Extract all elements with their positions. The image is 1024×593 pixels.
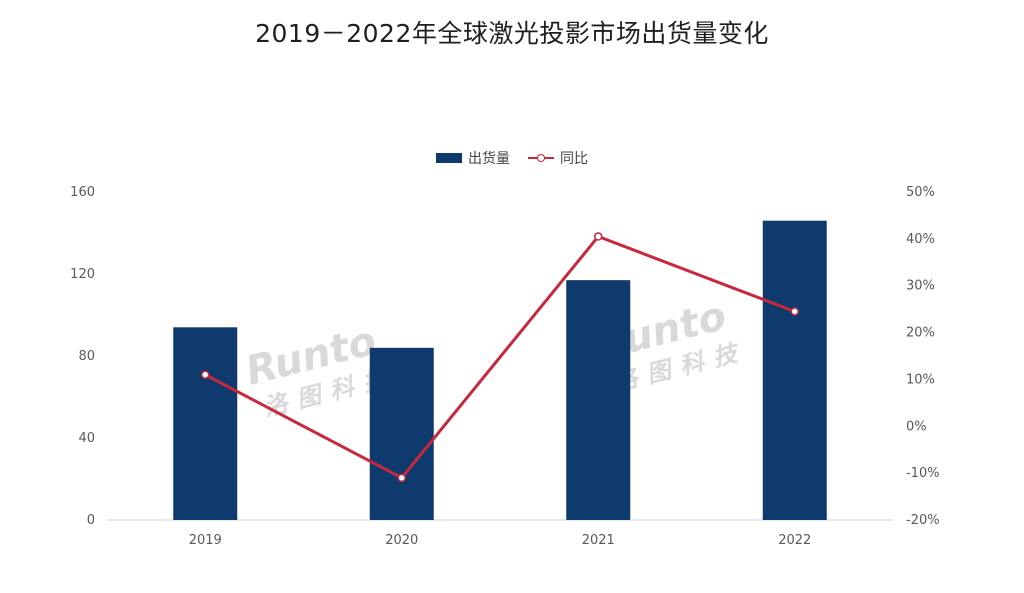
x-tick-label: 2022 [778, 533, 811, 548]
y-left-tick-label: 80 [78, 349, 95, 364]
y-left-tick-label: 160 [70, 185, 95, 200]
yoy-line-path [204, 234, 796, 480]
x-tick-label: 2021 [582, 533, 615, 548]
y-right-tick-label: 20% [906, 326, 935, 341]
y-right-tick-label: -20% [906, 513, 940, 528]
bars [173, 220, 827, 520]
legend-item-line[interactable]: 同比 [528, 148, 588, 168]
y-right-tick-label: 40% [906, 232, 935, 247]
legend: 出货量 同比 [0, 148, 1024, 168]
y-right-tick-label: 10% [906, 372, 935, 387]
yoy-point [790, 307, 799, 316]
y-right-tick-label: 50% [906, 185, 935, 200]
legend-line-swatch [528, 153, 554, 163]
yoy-point [201, 370, 210, 379]
bar [566, 280, 631, 520]
y-right-tick-label: -10% [906, 466, 940, 481]
axes: 0 40 80 120 160 -20% -10% 0% 10% 20% 30% 40% 50% 2019… [70, 185, 939, 548]
yoy-point [397, 473, 406, 483]
chart-title: 2019－2022年全球激光投影市场出货量变化 [255, 19, 769, 48]
y-left-tick-label: 40 [78, 431, 95, 446]
yoy-line [201, 232, 799, 483]
y-right-tick-label: 30% [906, 279, 935, 294]
legend-line-label: 同比 [560, 151, 588, 167]
bar [762, 220, 827, 520]
y-left-tick-label: 0 [87, 513, 95, 528]
y-right-tick-label: 0% [906, 419, 927, 434]
bar [369, 347, 434, 520]
x-tick-label: 2019 [189, 533, 222, 548]
legend-bar-label: 出货量 [468, 151, 510, 167]
yoy-point [594, 232, 603, 241]
x-tick-label: 2020 [385, 533, 418, 548]
legend-item-bar[interactable]: 出货量 [436, 148, 510, 168]
y-left-tick-label: 120 [70, 267, 95, 282]
legend-bar-swatch [436, 153, 462, 163]
bar [173, 327, 238, 520]
